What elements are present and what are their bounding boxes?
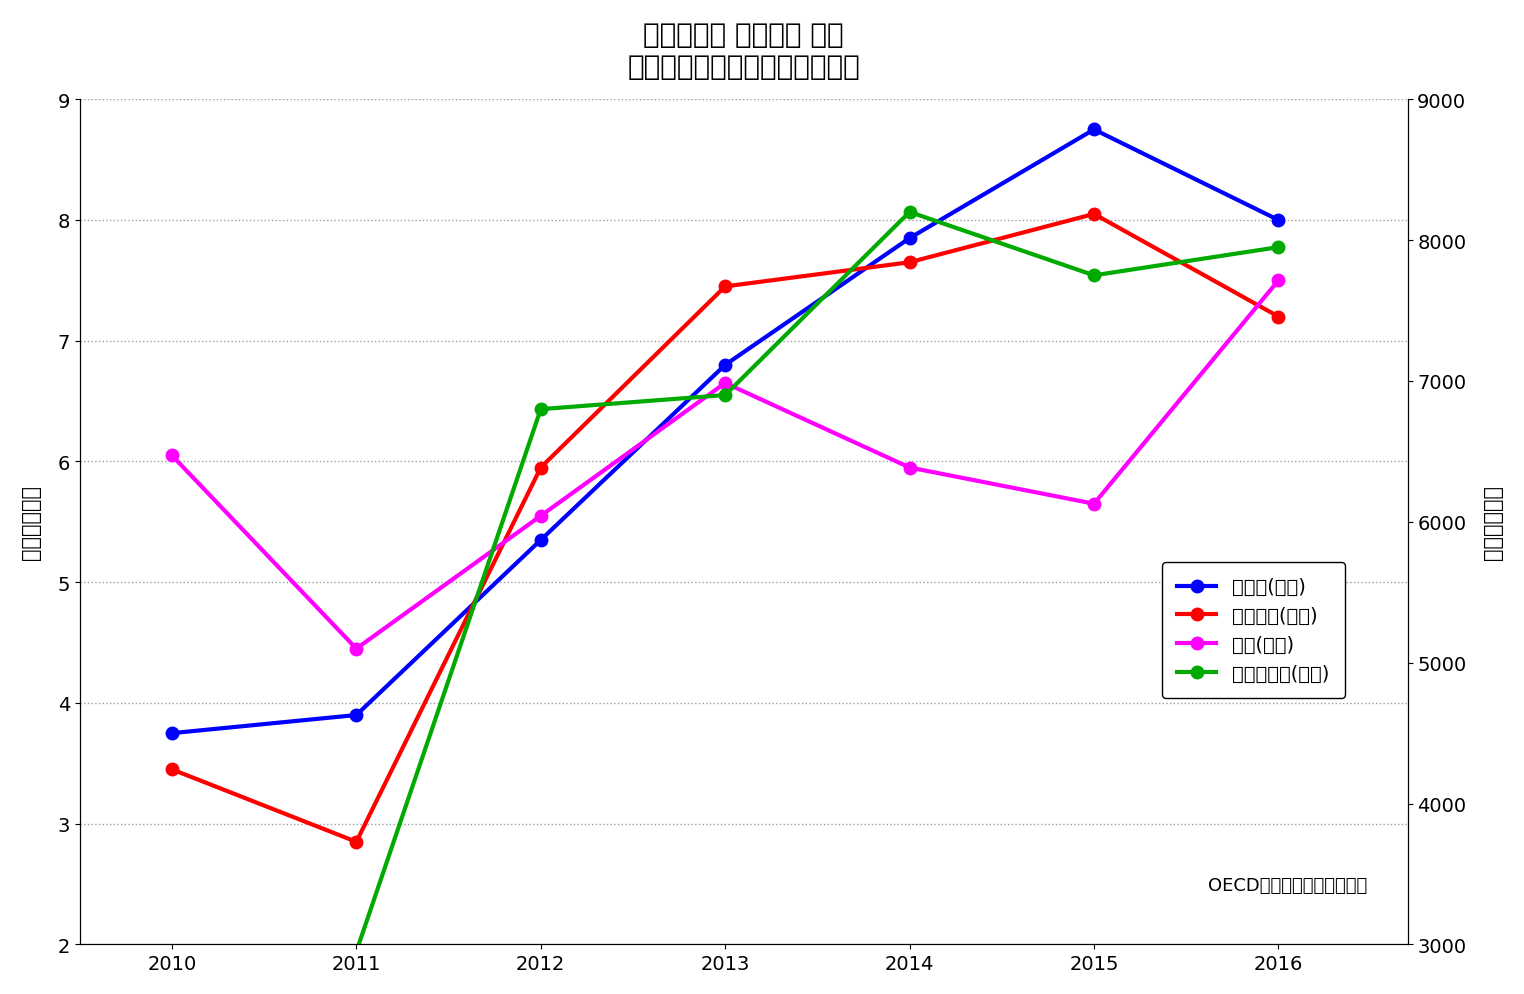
Line: 利益(左軸): 利益(左軸) bbox=[166, 274, 1285, 655]
設備投資(左軸) bbox=[347, 836, 366, 848]
Y-axis label: 金額［億円］: 金額［億円］ bbox=[1483, 485, 1503, 560]
人件費(左軸) bbox=[1085, 124, 1103, 136]
人件費(左軸) bbox=[347, 710, 366, 722]
人件費(左軸) bbox=[716, 360, 735, 372]
研究開発費(右軸) bbox=[716, 390, 735, 402]
人件費(左軸) bbox=[901, 233, 919, 245]
Line: 人件費(左軸): 人件費(左軸) bbox=[166, 124, 1285, 740]
人件費(左軸) bbox=[163, 728, 181, 740]
Legend: 人件費(左軸), 設備投資(左軸), 利益(左軸), 研究開発費(右軸): 人件費(左軸), 設備投資(左軸), 利益(左軸), 研究開発費(右軸) bbox=[1161, 563, 1344, 699]
利益(左軸) bbox=[1269, 275, 1288, 287]
研究開発費(右軸) bbox=[1269, 242, 1288, 253]
利益(左軸) bbox=[716, 378, 735, 390]
研究開発費(右軸) bbox=[901, 207, 919, 219]
Text: OECD統計データを基に作成: OECD統計データを基に作成 bbox=[1209, 876, 1367, 894]
利益(左軸) bbox=[347, 643, 366, 655]
Y-axis label: 金額［兆円］: 金額［兆円］ bbox=[21, 485, 41, 560]
設備投資(左軸) bbox=[901, 257, 919, 269]
利益(左軸) bbox=[532, 510, 550, 522]
設備投資(左軸) bbox=[1085, 209, 1103, 221]
研究開発費(右軸) bbox=[1085, 270, 1103, 282]
Line: 研究開発費(右軸): 研究開発費(右軸) bbox=[166, 207, 1285, 993]
人件費(左軸) bbox=[1269, 215, 1288, 227]
利益(左軸) bbox=[901, 462, 919, 474]
研究開発費(右軸) bbox=[163, 981, 181, 993]
研究開発費(右軸) bbox=[532, 404, 550, 415]
利益(左軸) bbox=[163, 450, 181, 462]
設備投資(左軸) bbox=[163, 763, 181, 775]
設備投資(左軸) bbox=[1269, 311, 1288, 323]
人件費(左軸) bbox=[532, 535, 550, 547]
利益(左軸) bbox=[1085, 498, 1103, 510]
Line: 設備投資(左軸): 設備投資(左軸) bbox=[166, 209, 1285, 848]
研究開発費(右軸) bbox=[347, 945, 366, 957]
Title: 多国籍企業 対外活動 日本
人件費・設備投資・研究開発費: 多国籍企業 対外活動 日本 人件費・設備投資・研究開発費 bbox=[628, 21, 860, 82]
設備投資(左軸) bbox=[716, 281, 735, 293]
設備投資(左軸) bbox=[532, 462, 550, 474]
